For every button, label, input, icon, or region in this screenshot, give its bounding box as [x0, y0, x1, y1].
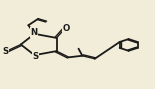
Text: N: N: [30, 28, 37, 37]
Text: O: O: [63, 24, 70, 33]
Text: S: S: [2, 47, 8, 56]
Text: S: S: [32, 52, 38, 61]
